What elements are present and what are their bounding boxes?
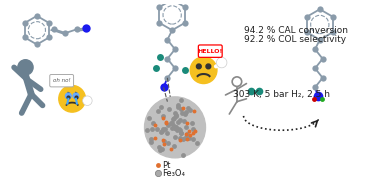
- Text: oh no!: oh no!: [53, 78, 71, 83]
- FancyBboxPatch shape: [50, 74, 74, 87]
- Circle shape: [232, 77, 242, 86]
- Text: 94.2 % CAL conversion: 94.2 % CAL conversion: [244, 26, 348, 35]
- FancyBboxPatch shape: [198, 45, 222, 57]
- Text: HELLO!: HELLO!: [198, 49, 223, 54]
- Text: 92.2 % COL selectivity: 92.2 % COL selectivity: [244, 35, 346, 44]
- Circle shape: [73, 93, 79, 99]
- Circle shape: [216, 57, 227, 68]
- Circle shape: [82, 96, 92, 105]
- Circle shape: [190, 57, 217, 84]
- Circle shape: [206, 64, 211, 69]
- Text: Fe₃O₄: Fe₃O₄: [162, 169, 185, 178]
- Circle shape: [197, 64, 201, 69]
- Circle shape: [66, 93, 71, 99]
- Text: Pt: Pt: [162, 161, 170, 170]
- Circle shape: [18, 60, 33, 75]
- Circle shape: [145, 97, 205, 158]
- Circle shape: [59, 85, 85, 112]
- Text: 303 K, 5 bar H₂, 2.5 h: 303 K, 5 bar H₂, 2.5 h: [233, 91, 330, 99]
